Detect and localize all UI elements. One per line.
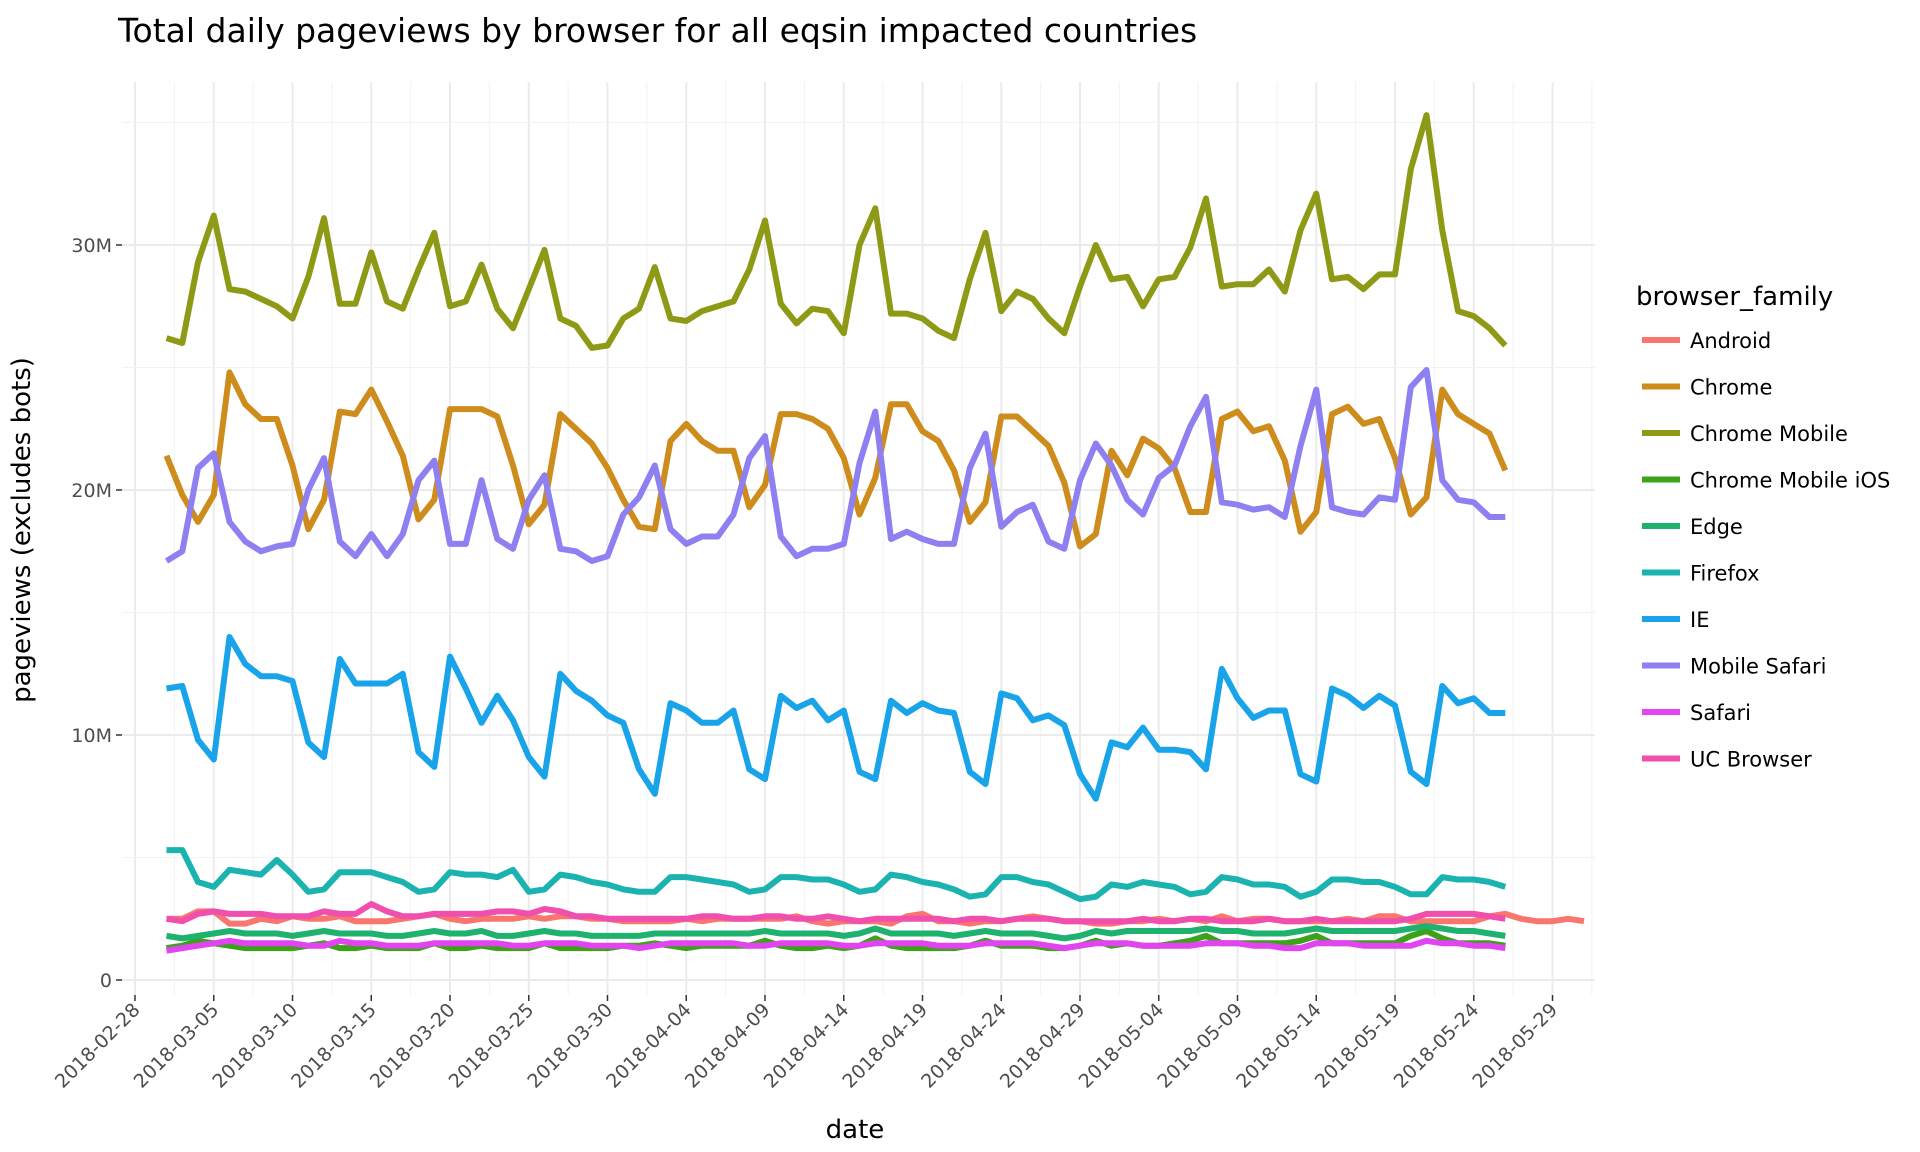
y-tick-label: 10M: [71, 725, 112, 747]
y-tick-label: 20M: [71, 480, 112, 502]
legend-title: browser_family: [1636, 282, 1833, 312]
series-line-chrome: [163, 369, 1509, 550]
series-line-uc-browser: [166, 901, 1506, 925]
legend-label-chrome-mobile: Chrome Mobile: [1690, 422, 1848, 446]
y-axis-title: pageviews (excludes bots): [7, 357, 37, 703]
series-lines: [163, 112, 1585, 954]
series-line-edge: [166, 923, 1506, 942]
series-line-firefox: [166, 847, 1507, 903]
x-tick-label: 2018-05-29: [1468, 999, 1562, 1093]
legend-label-mobile-safari: Mobile Safari: [1690, 655, 1827, 679]
legend-label-ie: IE: [1690, 608, 1709, 632]
series-line-safari: [166, 937, 1506, 954]
x-axis-title: date: [826, 1115, 885, 1145]
chart-title: Total daily pageviews by browser for all…: [117, 11, 1197, 50]
y-tick-label: 30M: [71, 235, 112, 257]
legend-label-chrome: Chrome: [1690, 376, 1772, 400]
series-line-chrome-mobile: [165, 112, 1508, 351]
legend-label-edge: Edge: [1690, 515, 1743, 539]
gridlines: [122, 82, 1595, 995]
y-axis: 0 10M 20M 30M: [71, 235, 122, 992]
series-line-ie: [166, 634, 1506, 802]
legend-label-firefox: Firefox: [1690, 562, 1760, 586]
x-axis: 2018-02-282018-03-052018-03-102018-03-15…: [51, 995, 1562, 1093]
legend-label-safari: Safari: [1690, 701, 1751, 725]
legend-label-chrome-mobile-ios: Chrome Mobile iOS: [1690, 469, 1890, 493]
y-tick-label: 0: [100, 970, 112, 992]
series-line-mobile-safari: [164, 367, 1506, 564]
legend: browser_family Android Chrome Chrome Mobil…: [1636, 282, 1890, 772]
legend-label-uc-browser: UC Browser: [1690, 748, 1812, 772]
legend-label-android: Android: [1690, 329, 1771, 353]
